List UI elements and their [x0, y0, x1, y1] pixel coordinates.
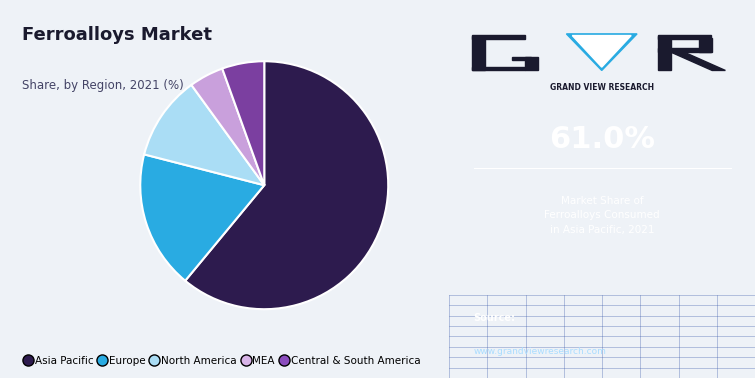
Text: Ferroalloys Market: Ferroalloys Market [23, 26, 212, 45]
Bar [658, 36, 671, 70]
Bar [472, 35, 525, 39]
Bar [658, 35, 710, 39]
Wedge shape [191, 68, 264, 185]
Polygon shape [572, 36, 631, 67]
Text: Source:: Source: [473, 313, 516, 322]
Text: www.grandviewresearch.com: www.grandviewresearch.com [473, 347, 606, 356]
Bar [658, 48, 710, 52]
Polygon shape [566, 34, 637, 70]
Legend: Asia Pacific, Europe, North America, MEA, Central & South America: Asia Pacific, Europe, North America, MEA… [22, 353, 424, 369]
Text: Share, by Region, 2021 (%): Share, by Region, 2021 (%) [23, 79, 184, 92]
Text: GRAND VIEW RESEARCH: GRAND VIEW RESEARCH [550, 82, 654, 91]
Bar [699, 39, 712, 52]
Polygon shape [671, 52, 726, 70]
Text: 61.0%: 61.0% [549, 125, 655, 154]
Wedge shape [222, 61, 264, 185]
Bar [525, 57, 538, 70]
Bar [472, 67, 525, 70]
Bar [512, 57, 531, 60]
Bar [472, 36, 485, 70]
Text: Market Share of
Ferroalloys Consumed
in Asia Pacific, 2021: Market Share of Ferroalloys Consumed in … [544, 196, 660, 235]
Wedge shape [185, 61, 388, 309]
Wedge shape [144, 85, 264, 185]
Wedge shape [140, 154, 264, 281]
